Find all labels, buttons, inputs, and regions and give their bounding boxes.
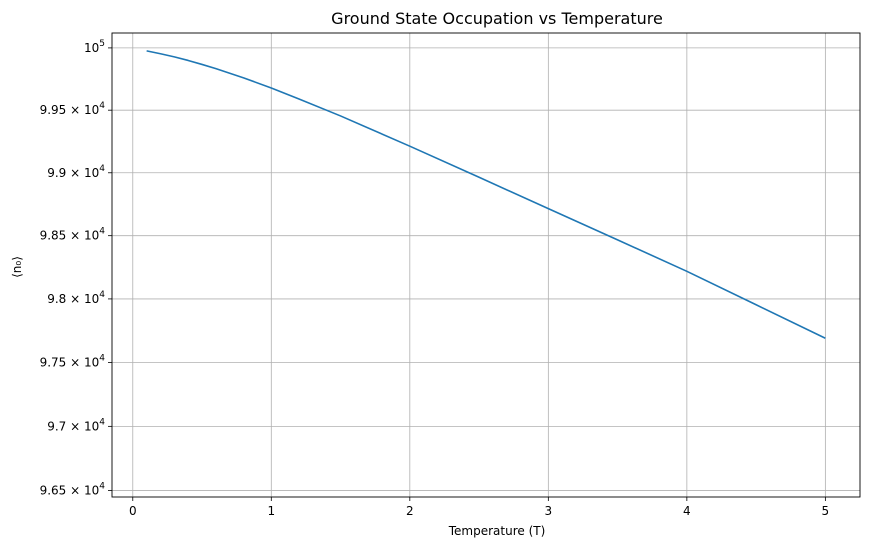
- chart-title: Ground State Occupation vs Temperature: [331, 9, 663, 28]
- series-line: [146, 50, 826, 340]
- x-tick-label: 2: [406, 504, 414, 518]
- y-tick-label: 9.85 × 104: [40, 227, 106, 243]
- x-tick-label: 4: [683, 504, 691, 518]
- x-axis-label: Temperature (T): [448, 524, 546, 538]
- y-tick-label: 9.95 × 104: [40, 101, 106, 117]
- x-tick-label: 5: [822, 504, 830, 518]
- series-layer: [146, 50, 826, 340]
- y-tick-label: 9.9 × 104: [47, 164, 105, 180]
- y-tick-label: 9.65 × 104: [40, 482, 106, 498]
- y-tick-label: 9.8 × 104: [47, 290, 105, 306]
- x-tick-label: 1: [267, 504, 275, 518]
- y-axis-ticks: 105 9.95 × 104 9.9 × 104 9.85 × 104 9.8 × 10…: [40, 39, 112, 498]
- x-tick-label: 3: [545, 504, 553, 518]
- y-tick-label: 9.75 × 104: [40, 353, 106, 369]
- x-tick-label: 0: [129, 504, 137, 518]
- plot-area-frame: [111, 32, 861, 498]
- grid: [112, 33, 860, 497]
- y-axis-label: ⟨n₀⟩: [10, 256, 24, 278]
- y-tick-label: 9.7 × 104: [47, 417, 105, 433]
- x-axis-ticks: 0 1 2 3 4 5: [129, 497, 829, 518]
- y-tick-label: 105: [84, 39, 105, 55]
